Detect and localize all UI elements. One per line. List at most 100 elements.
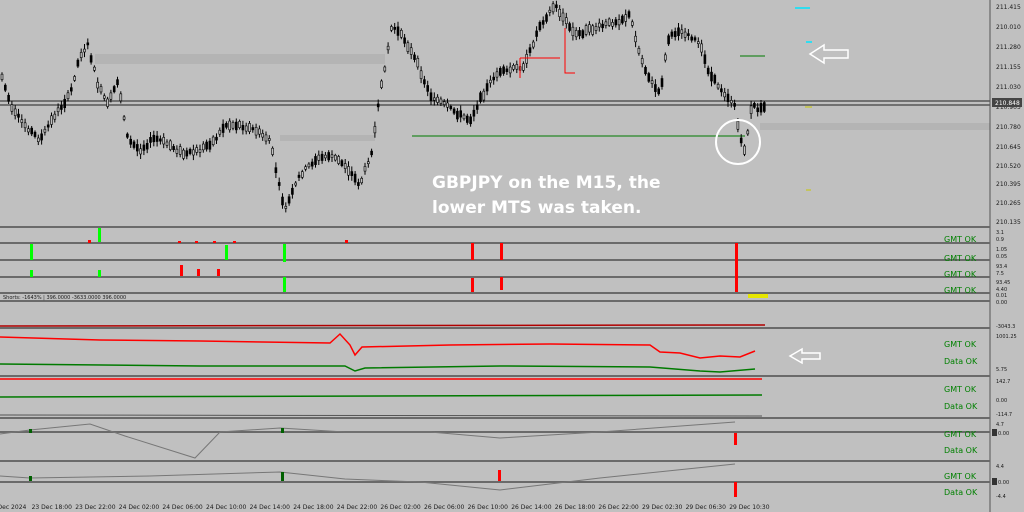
candle: [274, 162, 278, 179]
time-tick: 24 Dec 02:00: [119, 504, 160, 511]
gmt-ok-label: GMT OK: [944, 270, 977, 279]
candle: [696, 37, 700, 48]
candle: [202, 141, 205, 153]
signal-bar: [30, 270, 33, 277]
candle: [465, 113, 469, 125]
candle: [310, 158, 314, 170]
sub6-value-box: [992, 478, 997, 485]
candle: [555, 0, 558, 12]
candle: [169, 139, 172, 152]
time-tick: 24 Dec 22:00: [337, 504, 378, 511]
candle: [505, 65, 509, 75]
candle: [162, 133, 165, 149]
scale-label: 5.75: [996, 367, 1007, 373]
signal-bar: [197, 269, 200, 276]
candle: [50, 112, 53, 128]
candle: [456, 108, 459, 123]
gmt-ok-label: GMT OK: [944, 385, 977, 394]
candle: [713, 73, 717, 85]
signal-bar: [88, 240, 91, 243]
scale-label: 0.00: [996, 300, 1007, 306]
candle: [472, 105, 476, 122]
candle: [611, 19, 614, 30]
candle: [79, 48, 83, 62]
candle: [426, 80, 430, 97]
candle: [159, 135, 162, 145]
candle: [205, 139, 208, 152]
candle: [647, 71, 651, 83]
candle: [423, 75, 426, 88]
candle: [175, 145, 179, 158]
candle: [607, 17, 611, 27]
candle: [683, 27, 687, 42]
candle: [366, 157, 370, 168]
time-tick: 26 Dec 10:00: [468, 504, 509, 511]
candle: [327, 150, 331, 163]
scale-label: 4.7: [996, 422, 1004, 428]
candle: [739, 134, 743, 147]
sub6-marker: [29, 476, 32, 481]
candle: [650, 76, 654, 88]
signal-bar: [500, 277, 503, 290]
candle: [132, 139, 136, 150]
candle: [33, 130, 37, 139]
candle: [139, 143, 142, 160]
sub4-gray-line: [0, 414, 763, 417]
sub5-line: [0, 421, 736, 459]
sub6-marker: [734, 482, 737, 497]
candle: [693, 35, 697, 43]
gmt-ok-label: GMT OK: [944, 286, 977, 295]
candle: [597, 18, 601, 32]
current-price-box: [992, 98, 1022, 107]
scale-label: 0.05: [996, 254, 1007, 260]
candle: [584, 23, 588, 37]
candle: [4, 83, 7, 93]
signal-bar: [98, 228, 101, 242]
candle: [432, 92, 436, 106]
scale-label: -3043.3: [996, 324, 1015, 330]
candle: [413, 52, 416, 63]
candle: [241, 120, 245, 135]
price-tick: 211.155: [996, 64, 1021, 71]
candle: [390, 24, 393, 33]
signal-bar: [233, 241, 236, 243]
candle: [142, 140, 146, 156]
signal-bars: [30, 228, 738, 292]
candle: [419, 66, 423, 84]
candle: [317, 150, 321, 165]
candle: [27, 125, 30, 136]
candle: [53, 110, 57, 123]
candle: [119, 91, 123, 104]
candle: [624, 9, 628, 27]
candle: [254, 123, 258, 139]
sub2-line: [0, 324, 766, 327]
price-tick: 210.645: [996, 144, 1021, 151]
sub6-line: [0, 463, 736, 491]
candle: [149, 131, 152, 148]
candle: [508, 62, 512, 78]
candle: [238, 119, 241, 130]
sub1-scale: 3.1 0.9 1.05 0.05 93.4 7.5 93.45 4.40 0.…: [996, 230, 1010, 306]
candle: [720, 84, 723, 97]
data-ok-label: Data OK: [944, 402, 978, 411]
candle: [145, 139, 149, 154]
candle: [469, 113, 472, 127]
candle: [261, 129, 265, 141]
candle: [535, 26, 538, 42]
sub6-marker: [498, 470, 501, 481]
signal-bar: [225, 245, 228, 260]
candle: [528, 43, 532, 57]
candle: [442, 99, 446, 108]
candle: [347, 161, 350, 181]
scale-label: 0.00: [998, 431, 1009, 437]
candle: [670, 29, 674, 39]
candle: [360, 176, 364, 185]
scale-label: 142.7: [996, 379, 1010, 385]
candle: [436, 94, 439, 106]
signal-bar: [178, 241, 181, 243]
pointer-arrow-icon: [808, 43, 849, 65]
candle: [340, 159, 344, 168]
